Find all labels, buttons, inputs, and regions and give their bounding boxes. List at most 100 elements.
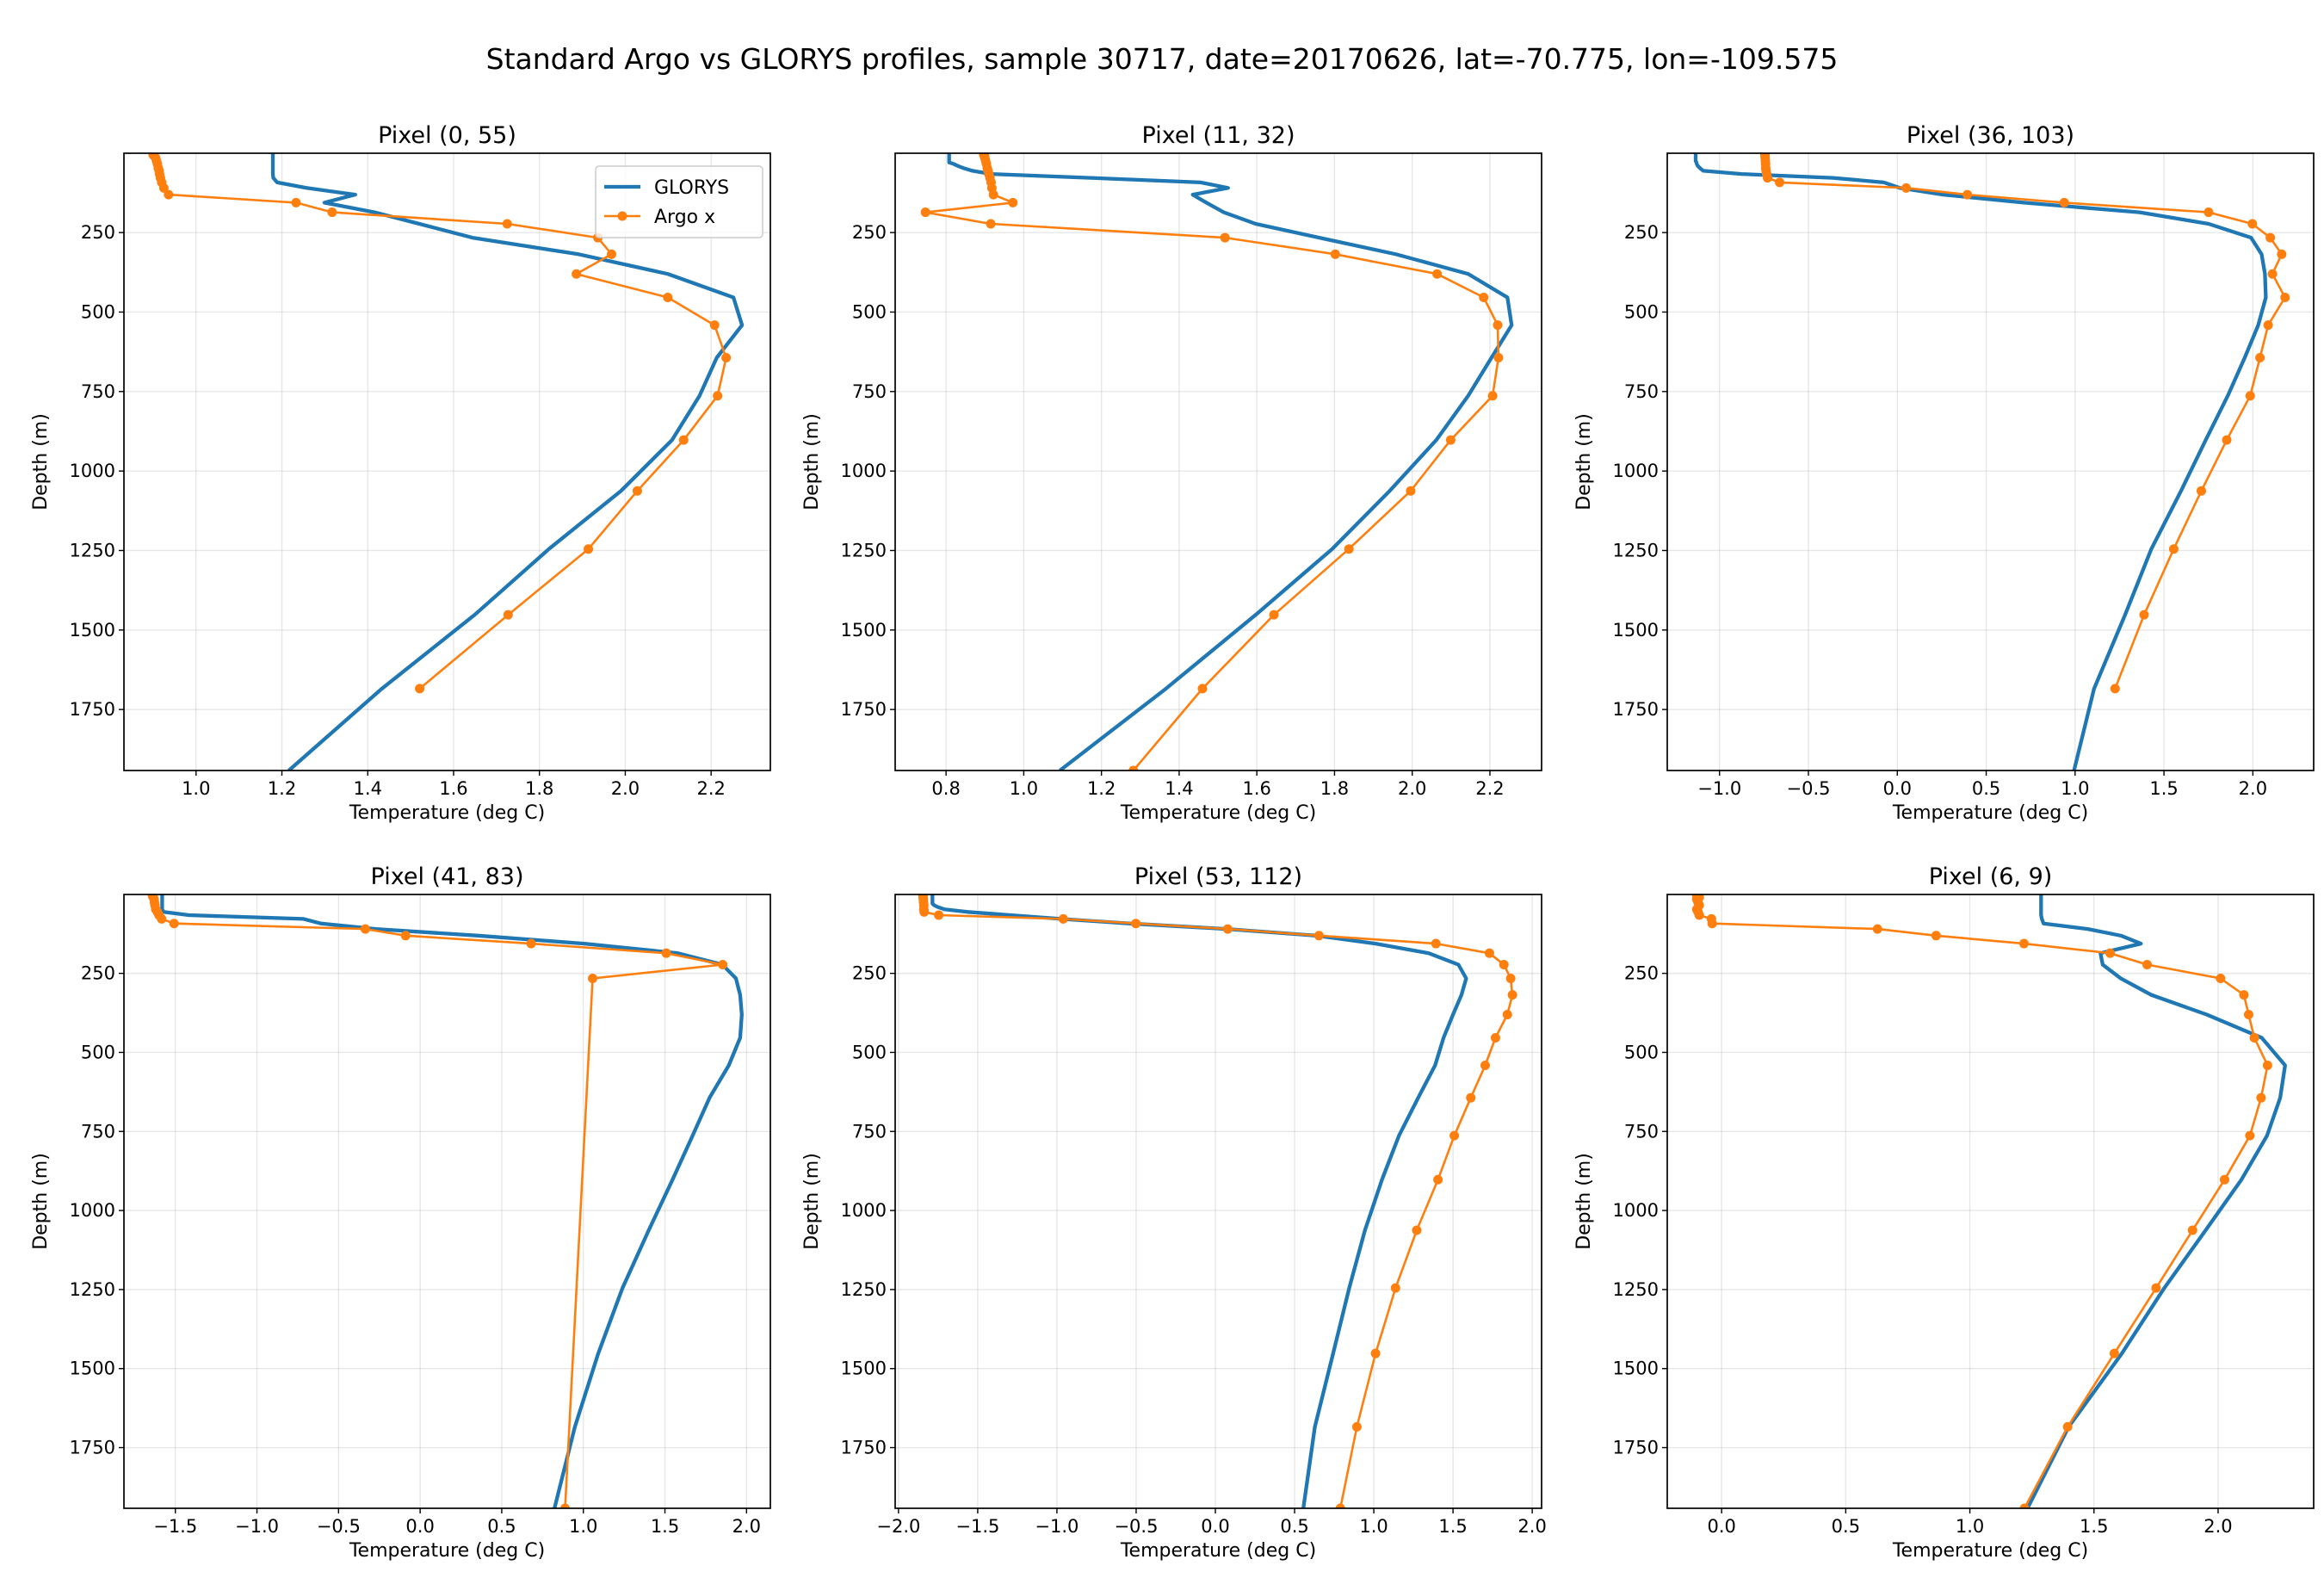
y-tick-label: 1000 [1613,1200,1659,1221]
x-tick-label: 0.0 [1201,1516,1229,1537]
y-tick-label: 750 [852,381,887,402]
argo-point [1390,1283,1400,1293]
argo-point [1775,177,1785,188]
subplot-5: −2.0 −1.5 −1.0 −0.5 0.0 0.5 1.0 1.5 2.0 250 500 750… [801,863,1547,1562]
x-tick-label: −2.0 [876,1516,920,1537]
argo-point [2222,435,2232,445]
x-tick-label: 1.4 [1165,778,1193,799]
y-tick-label: 1500 [70,1358,115,1379]
argo-point [164,189,174,200]
argo-point [1008,197,1018,207]
argo-point [713,391,723,401]
x-tick-label: 1.6 [439,778,467,799]
argo-point [2203,207,2214,218]
axes-frame [123,894,771,1509]
x-tick-label: 1.0 [1956,1516,1984,1537]
y-tick-label: 750 [852,1121,887,1142]
argo-point [632,486,642,496]
argo-point [2239,990,2249,1000]
glorys-line [1693,153,2268,771]
argo-point [157,913,167,924]
argo-point [1872,924,1882,934]
argo-point [2059,197,2069,207]
argo-point [1694,910,1704,920]
argo-point [2267,269,2278,279]
x-tick-label: 1.0 [569,1516,597,1537]
x-tick-label: −1.5 [153,1516,197,1537]
argo-point [1406,486,1416,496]
x-tick-label: 1.4 [354,778,382,799]
y-tick-label: 1000 [70,461,115,481]
argo-point [661,948,671,958]
argo-point [718,960,728,970]
subplot-title: Pixel (11, 32) [1142,122,1295,149]
argo-point [1269,610,1279,620]
y-tick-label: 1250 [70,1279,115,1300]
argo-point [2216,974,2226,984]
y-tick-label: 1000 [1613,461,1659,481]
y-axis-label: Depth (m) [30,413,52,511]
y-tick-label: 500 [1624,1042,1659,1062]
x-tick-label: 0.5 [487,1516,516,1537]
y-tick-label: 1750 [1613,1438,1659,1458]
x-tick-label: 1.5 [2149,778,2178,799]
subplots: 1.0 1.2 1.4 1.6 1.8 2.0 2.2 250 500 750 1000 1250 15… [30,122,2315,1562]
y-tick-label: 1250 [1613,1279,1659,1300]
x-tick-label: 2.0 [732,1516,761,1537]
argo-point [1487,391,1498,401]
y-axis-label: Depth (m) [801,413,823,511]
x-tick-label: 0.5 [1280,1516,1308,1537]
x-tick-label: 1.8 [1320,778,1349,799]
argo-point [2196,486,2206,496]
argo-point [1412,1225,1422,1235]
axes-frame [894,894,1542,1509]
x-tick-label: 1.2 [268,778,296,799]
subplot-6: 0.0 0.5 1.0 1.5 2.0 250 500 750 1000 1250 1500 1750… [1573,863,2315,1562]
x-tick-label: 1.2 [1087,778,1116,799]
x-tick-label: 0.8 [931,778,960,799]
argo-point [1351,1421,1362,1432]
y-tick-label: 1750 [70,699,115,720]
y-axis-label: Depth (m) [1573,1153,1595,1250]
argo-point [1330,249,1340,259]
argo-point [988,189,998,200]
glorys-line [947,153,1514,771]
x-axis-label: Temperature (deg C) [1120,1540,1316,1562]
y-tick-label: 750 [81,1121,115,1142]
x-tick-label: 0.5 [1832,1516,1860,1537]
y-tick-label: 250 [81,222,115,243]
argo-point [1128,765,1139,771]
y-axis-label: Depth (m) [30,1153,52,1250]
y-tick-label: 750 [1624,1121,1659,1142]
argo-point [1431,938,1441,949]
x-axis-label: Temperature (deg C) [1892,1540,2088,1562]
plot-area [1693,153,2290,771]
x-tick-label: 0.5 [1972,778,2000,799]
argo-point [920,207,930,218]
subplot-4: −1.5 −1.0 −0.5 0.0 0.5 1.0 1.5 2.0 250 500 750 1000… [30,863,771,1562]
argo-point [400,931,411,941]
argo-point [360,924,370,934]
argo-point [1335,1503,1345,1508]
argo-point [678,435,689,445]
x-tick-label: −1.0 [235,1516,279,1537]
argo-point [2245,1130,2255,1141]
x-tick-label: 2.0 [611,778,640,799]
figure-title: Standard Argo vs GLORYS profiles, sample… [486,42,1839,76]
argo-point [1449,1130,1460,1141]
y-tick-label: 1250 [70,540,115,560]
subplot-title: Pixel (0, 55) [378,122,516,149]
argo-point [1931,931,1941,941]
y-tick-label: 1000 [841,461,887,481]
y-tick-label: 1500 [70,620,115,641]
argo-point [1493,320,1503,331]
x-tick-label: −0.5 [1114,1516,1158,1537]
x-axis-label: Temperature (deg C) [349,802,545,824]
argo-point [986,219,996,229]
argo-point [2151,1283,2161,1293]
argo-point [2265,232,2276,243]
argo-point [1466,1092,1476,1103]
plot-area [148,153,745,771]
argo-point [2243,1009,2253,1019]
